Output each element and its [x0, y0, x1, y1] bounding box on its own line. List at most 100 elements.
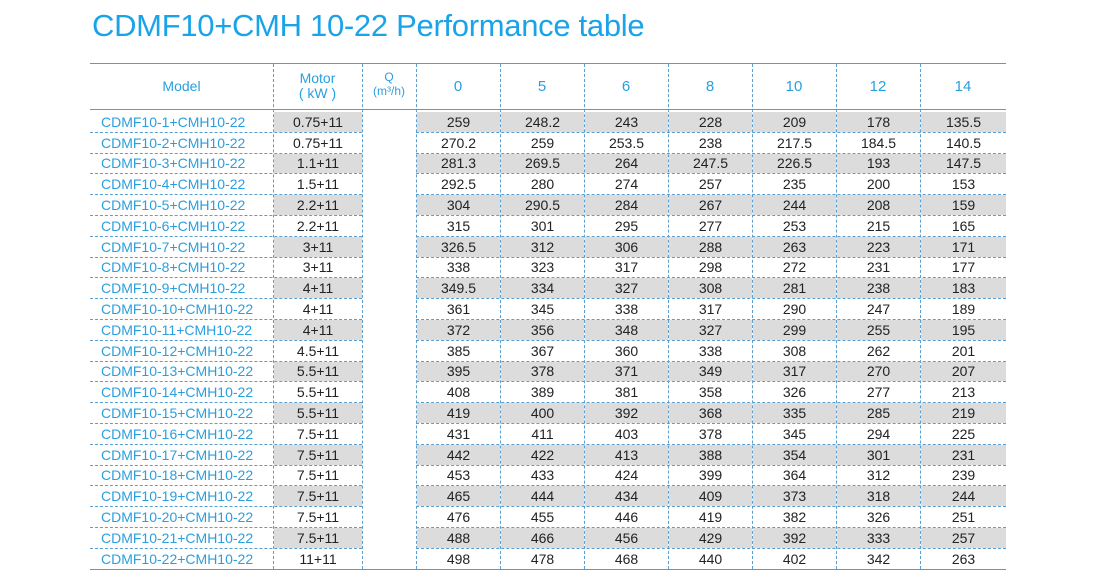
value-cell: 255 [837, 320, 920, 340]
header-line: ( kW ) [298, 85, 337, 101]
value-cell: 304 [417, 195, 500, 215]
value-cell: 195 [921, 320, 1006, 340]
value-cell: 259 [530, 134, 555, 151]
performance-table: Model Motor( kW ) Q (m³/h) 0 5 6 8 10 12 14 CDMF10-… [90, 63, 1006, 570]
value-cell: 207 [921, 361, 1006, 382]
column-divider [362, 64, 363, 569]
value-cell: 171 [921, 236, 1006, 257]
value-cell: 466 [501, 528, 584, 548]
value-cell: 419 [698, 509, 723, 526]
row-divider [416, 443, 1006, 445]
value-cell: 294 [866, 425, 891, 442]
value-cell: 392 [753, 528, 836, 548]
value-cell: 4+11 [302, 301, 334, 318]
row-divider [416, 381, 1006, 383]
value-cell: 345 [782, 425, 807, 442]
value-cell: 225 [951, 425, 976, 442]
header-cell: Motor( kW ) [273, 63, 362, 109]
value-cell: 248.2 [501, 112, 584, 132]
value-cell: 280 [530, 176, 555, 193]
row-divider [90, 256, 362, 258]
value-cell: 440 [698, 550, 723, 567]
value-cell: 315 [446, 217, 471, 234]
row-divider [416, 527, 1006, 528]
value-cell: 378 [501, 361, 584, 382]
column-divider [752, 64, 753, 569]
value-cell: 269.5 [501, 153, 584, 174]
row-divider [90, 360, 362, 362]
row-divider [90, 298, 362, 300]
value-cell: 335 [753, 403, 836, 423]
value-cell: 465 [417, 486, 500, 507]
header-cell: 5 [537, 77, 547, 95]
header-cell: 8 [705, 77, 715, 95]
value-cell: 284 [585, 195, 668, 215]
value-cell: 147.5 [921, 153, 1006, 174]
value-cell: 244 [921, 486, 1006, 507]
row-divider [90, 423, 362, 424]
row-divider [90, 131, 362, 133]
value-cell: 434 [585, 486, 668, 507]
row-divider [90, 339, 362, 341]
model-cell: CDMF10-2+CMH10-22 [101, 134, 246, 151]
column-divider [584, 64, 585, 569]
value-cell: 7.5+11 [296, 509, 340, 526]
value-cell: 5.5+11 [296, 384, 340, 401]
value-cell: 1.5+11 [296, 176, 340, 193]
value-cell: 358 [698, 384, 723, 401]
value-cell: 400 [501, 403, 584, 423]
value-cell: 217.5 [776, 134, 813, 151]
value-cell: 262 [866, 342, 891, 359]
value-cell: 4+11 [274, 278, 362, 299]
value-cell: 408 [446, 384, 471, 401]
value-cell: 356 [501, 320, 584, 340]
value-cell: 285 [837, 403, 920, 423]
value-cell: 338 [614, 301, 639, 318]
row-divider [90, 547, 362, 549]
model-cell: CDMF10-5+CMH10-22 [101, 197, 246, 214]
row-divider [90, 235, 362, 237]
value-cell: 327 [669, 320, 752, 340]
page-title: CDMF10+CMH 10-22 Performance table [92, 8, 645, 43]
model-cell: CDMF10-1+CMH10-22 [101, 113, 246, 130]
value-cell: 257 [921, 528, 1006, 548]
value-cell: 213 [951, 384, 976, 401]
model-cell: CDMF10-13+CMH10-22 [101, 363, 254, 380]
value-cell: 468 [614, 550, 639, 567]
value-cell: 159 [921, 195, 1006, 215]
model-cell: CDMF10-17+CMH10-22 [101, 446, 254, 463]
header-rule [90, 109, 1006, 110]
model-cell: CDMF10-20+CMH10-22 [101, 509, 254, 526]
value-cell: 290.5 [501, 195, 584, 215]
header-cell: 6 [621, 77, 631, 95]
value-cell: 301 [837, 444, 920, 465]
value-cell: 348 [585, 320, 668, 340]
column-divider [273, 64, 274, 569]
value-cell: 378 [698, 425, 723, 442]
row-divider [416, 194, 1006, 196]
value-cell: 402 [782, 550, 807, 567]
value-cell: 189 [951, 301, 976, 318]
value-cell: 334 [501, 278, 584, 299]
top-rule [90, 63, 1006, 64]
value-cell: 231 [866, 259, 891, 276]
value-cell: 371 [585, 361, 668, 382]
value-cell: 253.5 [608, 134, 645, 151]
value-cell: 264 [585, 153, 668, 174]
model-cell: CDMF10-8+CMH10-22 [101, 259, 246, 276]
header-line: (m³/h) [373, 84, 405, 98]
value-cell: 409 [669, 486, 752, 507]
value-cell: 403 [614, 425, 639, 442]
value-cell: 177 [951, 259, 976, 276]
value-cell: 223 [837, 236, 920, 257]
value-cell: 306 [585, 236, 668, 257]
row-divider [416, 464, 1006, 466]
row-divider [90, 443, 362, 445]
row-divider [416, 131, 1006, 133]
value-cell: 367 [530, 342, 555, 359]
header-line: Q [384, 70, 394, 84]
row-divider [90, 152, 362, 154]
value-cell: 361 [446, 301, 471, 318]
value-cell: 251 [951, 509, 976, 526]
value-cell: 165 [951, 217, 976, 234]
